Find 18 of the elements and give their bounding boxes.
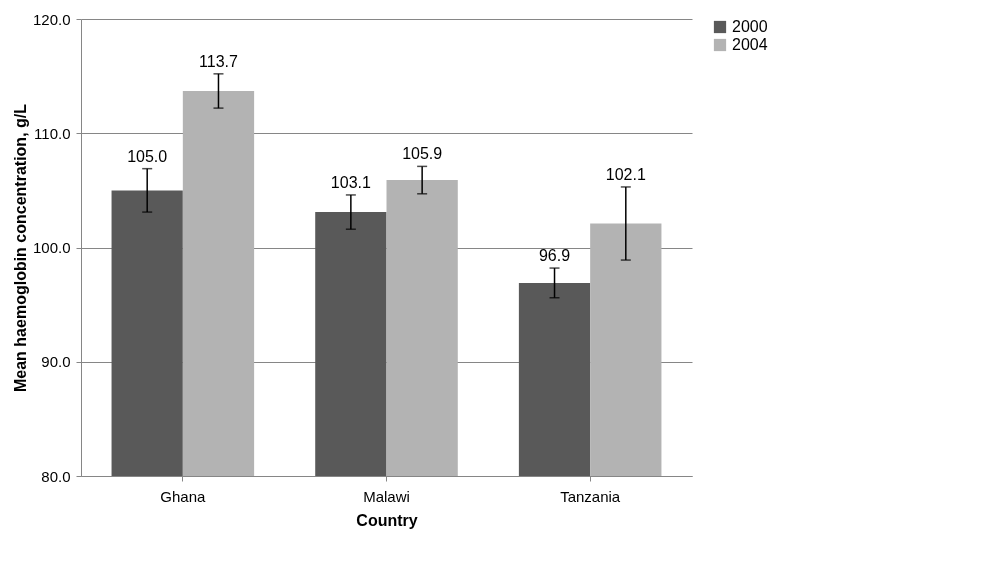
data-label: 113.7 [199,52,238,70]
y-tick-label: 100.0 [32,239,71,256]
data-label: 102.1 [605,165,646,183]
data-label: 103.1 [330,173,371,191]
data-label: 96.9 [538,247,571,265]
y-tick-label: 120.0 [32,10,71,28]
y-tick-label: 80.0 [41,467,71,485]
x-tick-label: Ghana [160,487,206,505]
legend-label: 2000 [732,18,768,35]
x-axis-title: Country [356,511,418,529]
y-axis-title: Mean haemoglobin concentration, g/L [11,103,29,393]
legend-label: 2004 [732,36,768,53]
data-label: 105.0 [127,147,168,165]
y-tick-label: 110.0 [34,124,71,142]
x-tick-label: Malawi [363,487,410,505]
y-tick-label: 90.0 [41,353,71,371]
data-label: 105.9 [402,145,443,163]
x-tick-label: Tanzania [560,487,621,505]
